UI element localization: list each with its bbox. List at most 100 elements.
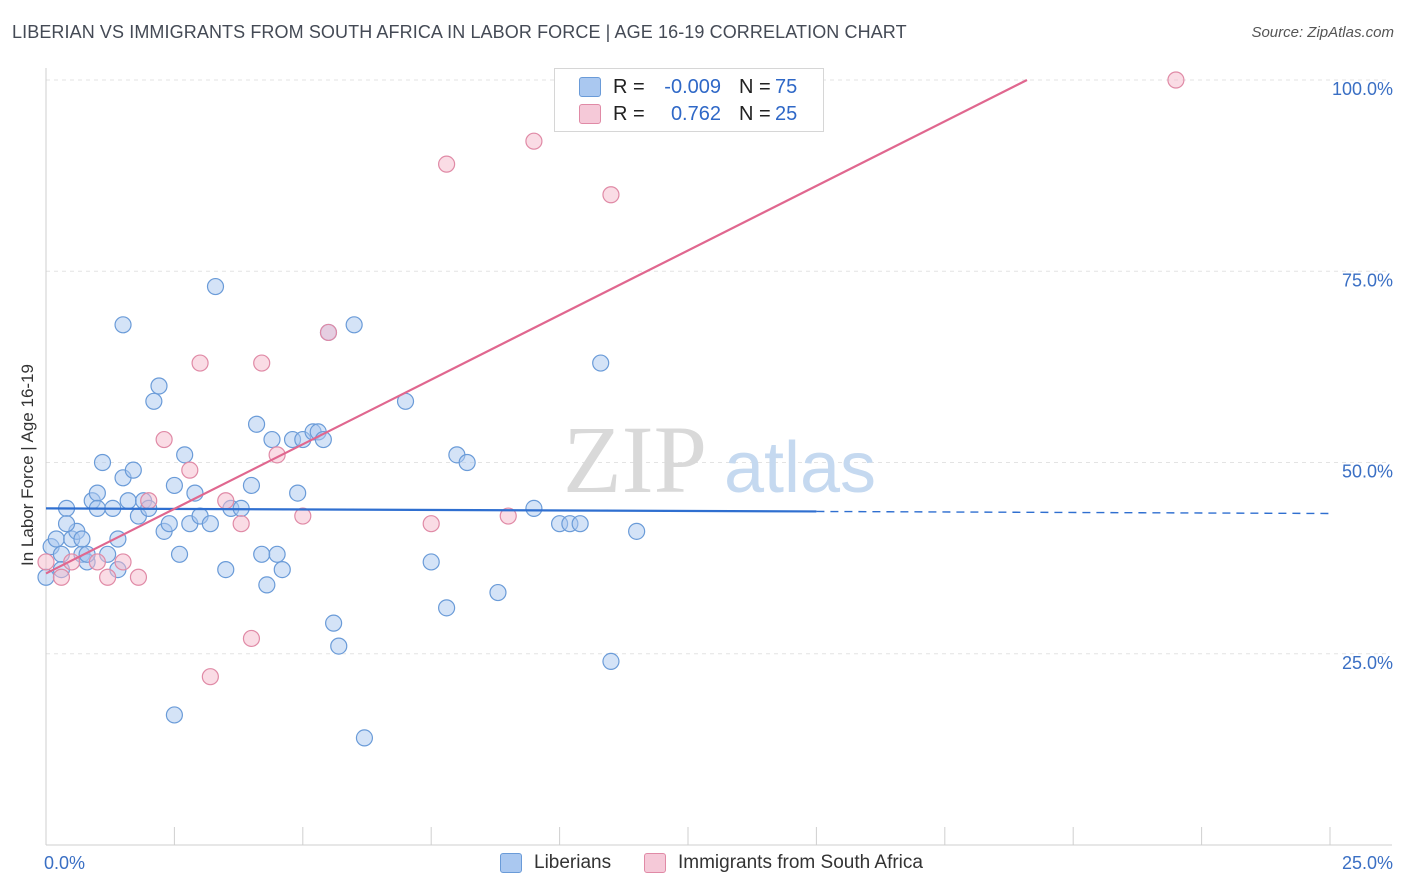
chart-title: LIBERIAN VS IMMIGRANTS FROM SOUTH AFRICA…	[12, 22, 907, 42]
liberian-point	[489, 583, 507, 602]
liberian-point	[263, 430, 281, 449]
south-africa-point	[155, 430, 173, 449]
south-africa-point	[52, 568, 71, 586]
liberian-point	[253, 545, 271, 563]
legend-n-value: 75	[775, 75, 798, 98]
legend-n-label: N =	[739, 75, 771, 98]
liberian-point	[345, 316, 363, 334]
axes	[45, 68, 1392, 846]
legend-r-label: R =	[613, 75, 645, 98]
liberian-point	[88, 484, 106, 502]
liberian-point	[289, 484, 307, 502]
y-tick-label: 50.0%	[1342, 462, 1393, 482]
south-africa-point	[191, 354, 209, 372]
liberian-point	[355, 729, 374, 747]
south-africa-point	[242, 629, 261, 648]
y-axis-label: In Labor Force | Age 16-19	[18, 364, 37, 566]
source-label: Source: ZipAtlas.com	[1251, 24, 1394, 41]
south-africa-point	[499, 507, 517, 525]
south-africa-point	[201, 668, 219, 686]
legend-row-south-africa: R = 0.762 N = 25	[555, 100, 797, 128]
liberian-point	[165, 706, 183, 724]
south-africa-point	[438, 155, 456, 173]
liberian-point	[458, 453, 476, 472]
legend-n-value: 25	[775, 102, 798, 125]
liberian-point	[525, 499, 543, 517]
liberian-point	[258, 576, 276, 594]
liberian-point	[165, 476, 183, 495]
south-africa-point	[99, 568, 117, 586]
south-africa-point	[422, 515, 440, 533]
liberian-point	[150, 377, 168, 395]
legend-swatch-pink	[579, 104, 601, 124]
liberian-point	[273, 560, 291, 579]
south-africa-point	[253, 354, 271, 372]
tick-labels: 25.0% 50.0% 75.0% 100.0% 0.0% 25.0%	[44, 79, 1393, 873]
south-africa-point	[140, 492, 158, 510]
legend-item-liberians[interactable]: Liberians	[500, 852, 611, 874]
liberian-point	[592, 354, 610, 372]
correlation-legend: R = -0.009 N = 75 R = 0.762 N = 25	[554, 68, 824, 132]
watermark-zip: ZIP	[563, 406, 707, 513]
liberian-point	[422, 553, 440, 571]
legend-swatch-liberians	[500, 853, 522, 873]
x-tick-label: 25.0%	[1342, 853, 1393, 873]
liberian-point	[217, 560, 235, 579]
liberian-point	[73, 530, 91, 548]
liberian-point	[124, 461, 142, 479]
legend-swatch-blue	[579, 77, 601, 97]
legend-label-liberians: Liberians	[534, 852, 612, 873]
liberian-point	[330, 637, 348, 655]
south-africa-trend-line	[45, 79, 1028, 575]
south-africa-point	[88, 553, 106, 571]
legend-r-value: -0.009	[664, 75, 721, 98]
south-africa-point	[37, 553, 55, 571]
watermark-atlas: atlas	[724, 428, 876, 508]
y-tick-label: 100.0%	[1332, 79, 1393, 99]
y-tick-label: 75.0%	[1342, 270, 1393, 290]
legend-r-value: 0.762	[670, 102, 721, 125]
south-africa-point	[181, 461, 199, 479]
south-africa-point	[114, 553, 132, 571]
legend-swatch-south-africa	[644, 853, 666, 873]
series-legend: Liberians Immigrants from South Africa	[0, 852, 1406, 878]
legend-n-label: N =	[739, 102, 771, 125]
grid-lines	[46, 79, 1390, 655]
liberian-point	[114, 316, 132, 334]
south-africa-point	[319, 323, 338, 342]
legend-item-south-africa[interactable]: Immigrants from South Africa	[644, 852, 923, 874]
liberian-point	[93, 453, 112, 472]
liberian-point	[438, 599, 456, 617]
liberian-point	[268, 545, 286, 563]
liberian-trend-extension	[816, 510, 1331, 515]
liberian-point	[145, 392, 163, 410]
liberian-point	[47, 530, 65, 548]
south-africa-point	[232, 515, 250, 533]
south-africa-point	[602, 186, 620, 204]
liberian-point	[247, 415, 266, 433]
liberian-point	[119, 492, 137, 510]
south-africa-point	[525, 132, 543, 150]
south-africa-point	[1167, 71, 1185, 89]
y-tick-label: 25.0%	[1342, 653, 1393, 673]
south-africa-point	[129, 568, 148, 586]
watermark: ZIP atlas	[563, 406, 876, 513]
liberian-point	[602, 652, 620, 671]
x-tick-label: 0.0%	[44, 853, 85, 873]
south-africa-point	[63, 553, 81, 571]
trend-lines	[45, 79, 1331, 575]
south-africa-point	[217, 492, 235, 510]
liberian-point	[206, 277, 225, 296]
liberian-point	[201, 515, 219, 533]
data-points	[37, 71, 1185, 747]
liberian-point	[170, 545, 189, 563]
legend-label-south-africa: Immigrants from South Africa	[678, 852, 923, 873]
liberian-point	[57, 515, 76, 533]
liberian-point	[628, 522, 646, 540]
legend-r-label: R =	[613, 102, 645, 125]
liberian-point	[571, 515, 589, 533]
south-africa-point	[294, 507, 312, 525]
liberian-point	[325, 614, 343, 632]
liberian-point	[242, 476, 261, 495]
